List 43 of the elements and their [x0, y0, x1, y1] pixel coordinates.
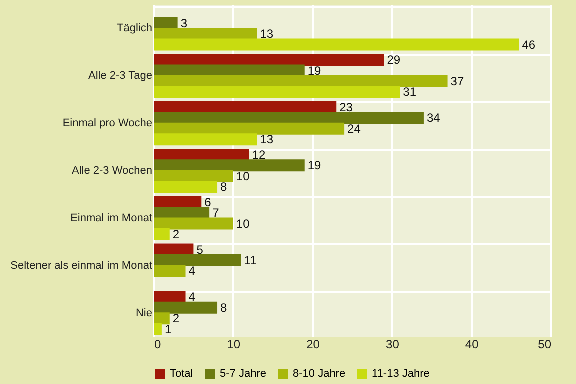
data-label: 37	[450, 74, 464, 88]
data-label: 2	[172, 312, 180, 326]
x-tick-label: 40	[465, 338, 480, 352]
legend-label: 5-7 Jahre	[220, 368, 266, 380]
y-tick-label: Nie	[136, 307, 152, 320]
y-tick-label: Alle 2-3 Tage	[88, 70, 152, 82]
x-tick-label: 30	[386, 338, 400, 352]
data-label: 10	[236, 216, 250, 231]
data-label: 12	[252, 148, 266, 162]
legend-label: 8-10 Jahre	[293, 368, 346, 380]
data-label: 4	[188, 290, 196, 304]
data-label: 3	[180, 16, 188, 30]
data-label: 31	[403, 85, 417, 100]
data-label: 13	[260, 27, 274, 42]
data-label: 8	[220, 180, 228, 194]
data-label: 10	[236, 169, 250, 184]
x-tick-label: 10	[227, 338, 241, 352]
data-label: 8	[220, 300, 228, 315]
x-tick-label: 50	[538, 338, 552, 352]
data-label: 5	[196, 242, 204, 257]
data-label: 29	[387, 53, 401, 68]
y-tick-label: Einmal pro Woche	[62, 118, 152, 130]
data-label: 6	[204, 195, 212, 210]
data-label: 1	[164, 322, 172, 336]
data-label: 4	[188, 264, 196, 278]
legend-label: Total	[170, 368, 194, 380]
data-label: 24	[348, 122, 362, 136]
data-label: 7	[212, 206, 220, 220]
data-label: 19	[308, 158, 322, 173]
data-label: 23	[340, 100, 354, 115]
y-tick-label: Einmal im Monat	[70, 212, 152, 224]
data-label: 34	[426, 111, 441, 126]
data-label: 46	[522, 38, 536, 52]
y-tick-label: Alle 2-3 Wochen	[72, 165, 152, 177]
data-label: 13	[260, 132, 274, 147]
data-label: 11	[244, 254, 258, 268]
legend-label: 11-13 Jahre	[372, 368, 430, 380]
x-tick-label: 20	[306, 338, 320, 352]
x-tick-label: 0	[154, 338, 162, 352]
data-label: 2	[172, 227, 180, 242]
y-tick-label: Täglich	[117, 22, 152, 35]
data-label: 19	[308, 64, 322, 78]
y-tick-label: Seltener als einmal im Monat	[10, 260, 152, 272]
